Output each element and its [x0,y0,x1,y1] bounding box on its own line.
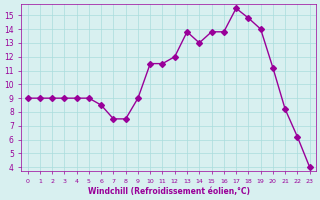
X-axis label: Windchill (Refroidissement éolien,°C): Windchill (Refroidissement éolien,°C) [88,187,250,196]
